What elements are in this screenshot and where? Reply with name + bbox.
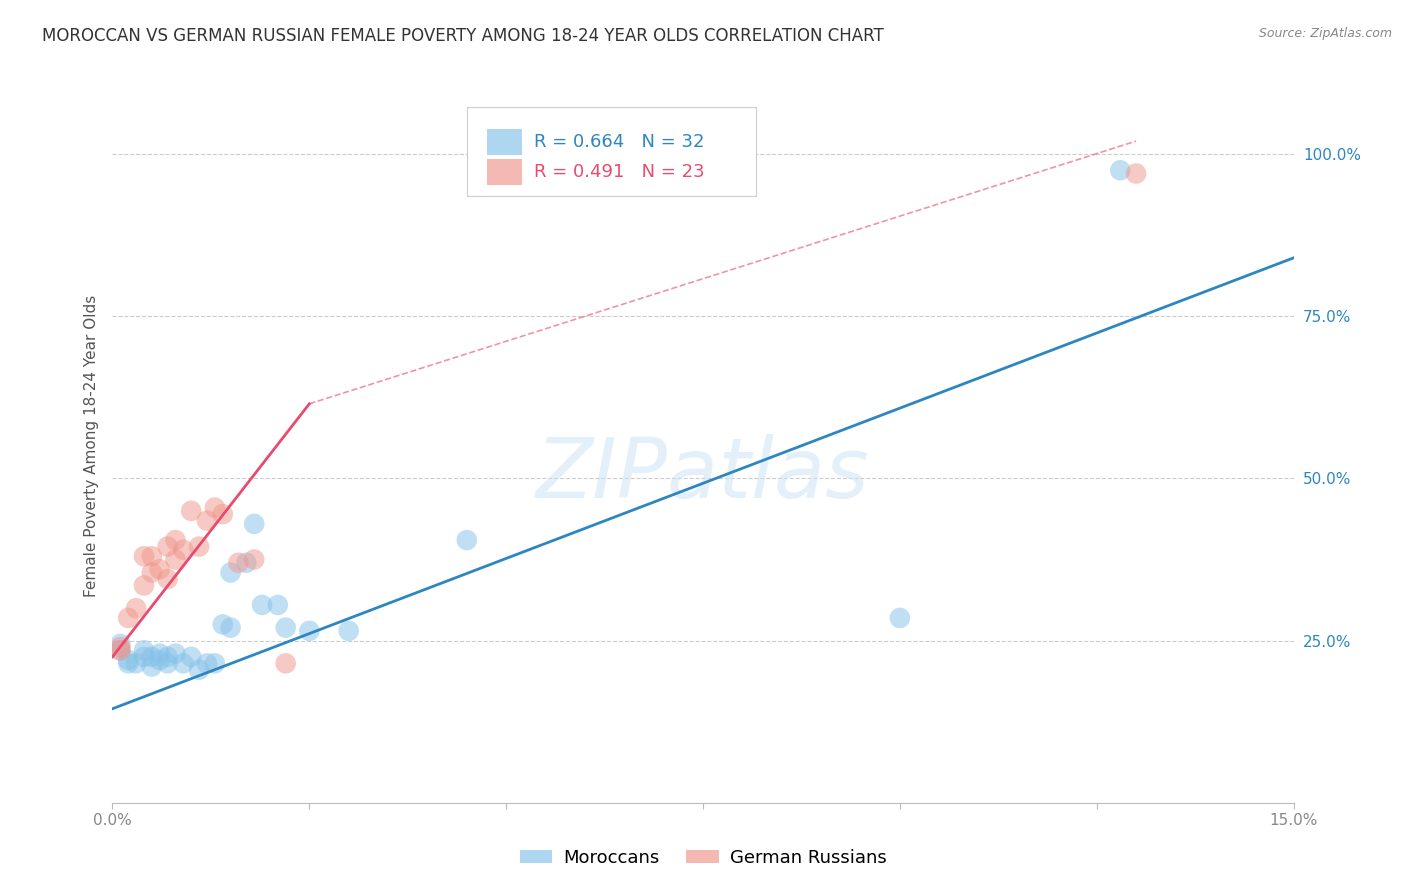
Point xyxy=(204,657,226,671)
Point xyxy=(337,624,360,638)
Point xyxy=(195,514,218,528)
Point xyxy=(141,649,163,664)
Point xyxy=(180,649,202,664)
Point xyxy=(204,500,226,515)
Point xyxy=(267,598,290,612)
Point xyxy=(117,657,139,671)
Point xyxy=(298,624,321,638)
Point xyxy=(149,653,172,667)
Point xyxy=(243,552,266,566)
Point xyxy=(141,549,163,564)
Point xyxy=(149,562,172,576)
Legend: Moroccans, German Russians: Moroccans, German Russians xyxy=(512,842,894,874)
Point xyxy=(456,533,478,547)
Point xyxy=(165,647,187,661)
Text: R = 0.664   N = 32: R = 0.664 N = 32 xyxy=(534,133,704,151)
Point xyxy=(188,540,211,554)
Point xyxy=(125,601,148,615)
Point xyxy=(156,540,179,554)
Point xyxy=(243,516,266,531)
Point xyxy=(889,611,911,625)
Point xyxy=(110,643,132,657)
FancyBboxPatch shape xyxy=(467,107,756,196)
Bar xyxy=(486,160,522,185)
Point xyxy=(141,659,163,673)
Y-axis label: Female Poverty Among 18-24 Year Olds: Female Poverty Among 18-24 Year Olds xyxy=(83,295,98,597)
Point xyxy=(132,578,155,592)
Point xyxy=(180,504,202,518)
Text: R = 0.491   N = 23: R = 0.491 N = 23 xyxy=(534,163,704,181)
Point xyxy=(1125,167,1147,181)
Point xyxy=(110,637,132,651)
Text: ZIPatlas: ZIPatlas xyxy=(536,434,870,515)
Point xyxy=(172,542,194,557)
Point xyxy=(117,611,139,625)
Point xyxy=(211,617,233,632)
Point xyxy=(149,647,172,661)
Point xyxy=(132,649,155,664)
Point xyxy=(132,643,155,657)
Point xyxy=(235,556,257,570)
Point xyxy=(117,653,139,667)
Point xyxy=(156,572,179,586)
Point xyxy=(156,649,179,664)
Point xyxy=(219,621,242,635)
Point xyxy=(228,556,250,570)
Point xyxy=(110,640,132,654)
Point xyxy=(141,566,163,580)
Point xyxy=(132,549,155,564)
Point xyxy=(188,663,211,677)
Point xyxy=(156,657,179,671)
Point xyxy=(172,657,194,671)
Point xyxy=(195,657,218,671)
Point xyxy=(110,643,132,657)
Point xyxy=(274,657,297,671)
Point xyxy=(165,552,187,566)
Point xyxy=(165,533,187,547)
Point xyxy=(250,598,273,612)
Point xyxy=(219,566,242,580)
Bar xyxy=(486,129,522,154)
Point xyxy=(274,621,297,635)
Point xyxy=(211,507,233,521)
Point xyxy=(125,657,148,671)
Text: Source: ZipAtlas.com: Source: ZipAtlas.com xyxy=(1258,27,1392,40)
Point xyxy=(1109,163,1132,178)
Text: MOROCCAN VS GERMAN RUSSIAN FEMALE POVERTY AMONG 18-24 YEAR OLDS CORRELATION CHAR: MOROCCAN VS GERMAN RUSSIAN FEMALE POVERT… xyxy=(42,27,884,45)
